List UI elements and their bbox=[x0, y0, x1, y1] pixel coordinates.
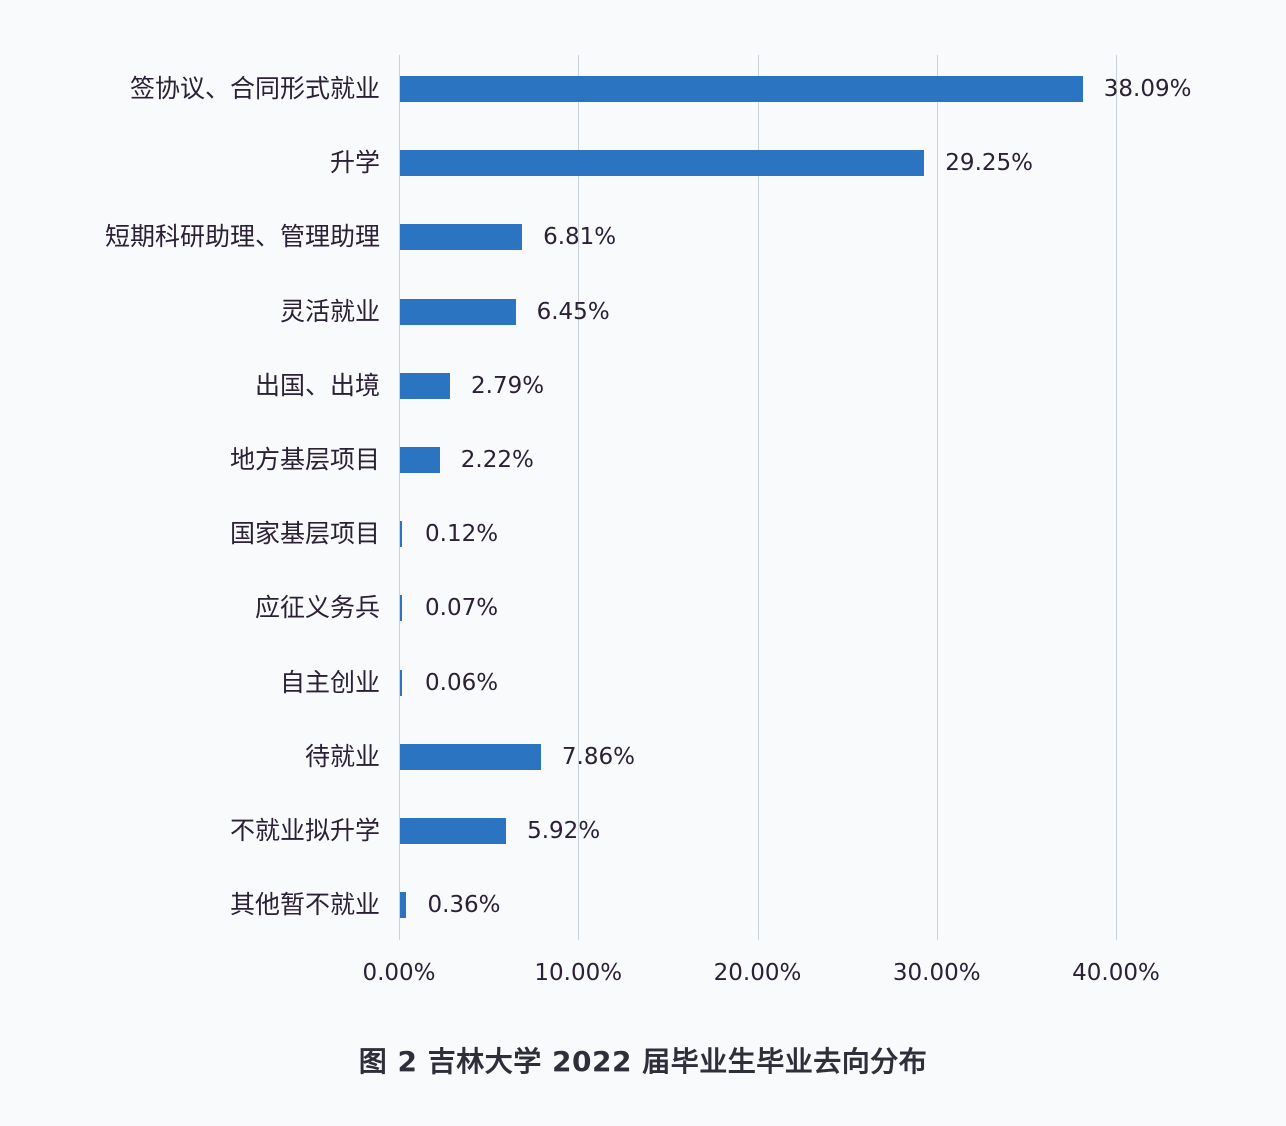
gridline bbox=[578, 55, 580, 940]
bar bbox=[400, 818, 507, 844]
value-label: 2.22% bbox=[460, 447, 534, 473]
category-label: 自主创业 bbox=[279, 667, 380, 697]
bar bbox=[400, 595, 402, 622]
gridline bbox=[399, 55, 400, 940]
value-label: 0.12% bbox=[425, 521, 499, 548]
x-tick-label: 40.00% bbox=[1072, 960, 1160, 986]
value-label: 5.92% bbox=[527, 818, 601, 844]
chart-title: 图 2 吉林大学 2022 届毕业生毕业去向分布 bbox=[358, 1045, 928, 1078]
bar bbox=[400, 669, 402, 696]
bar bbox=[400, 150, 925, 177]
value-label: 0.07% bbox=[425, 595, 499, 622]
value-label: 6.45% bbox=[536, 298, 610, 325]
value-label: 0.06% bbox=[425, 669, 499, 696]
category-label: 地方基层项目 bbox=[229, 445, 380, 474]
category-label: 待就业 bbox=[304, 741, 380, 771]
value-label: 38.09% bbox=[1103, 76, 1192, 102]
value-label: 29.25% bbox=[945, 150, 1033, 177]
bar bbox=[400, 447, 440, 473]
category-label: 短期科研助理、管理助理 bbox=[104, 222, 380, 252]
bar bbox=[400, 521, 403, 548]
category-label: 出国、出境 bbox=[254, 370, 380, 400]
category-label: 灵活就业 bbox=[279, 296, 380, 326]
value-label: 0.36% bbox=[427, 892, 501, 919]
value-label: 2.79% bbox=[471, 372, 545, 399]
category-label: 不就业拟升学 bbox=[229, 816, 380, 845]
x-tick-label: 10.00% bbox=[534, 960, 623, 986]
category-label: 其他暂不就业 bbox=[229, 890, 380, 920]
gridline bbox=[936, 55, 938, 940]
category-label: 升学 bbox=[329, 148, 380, 178]
value-label: 7.86% bbox=[561, 743, 635, 770]
category-label: 签协议、合同形式就业 bbox=[129, 74, 380, 103]
category-label: 国家基层项目 bbox=[229, 519, 380, 549]
bar bbox=[400, 76, 1083, 102]
x-tick-label: 20.00% bbox=[713, 960, 802, 986]
x-tick-label: 0.00% bbox=[362, 960, 436, 986]
bar bbox=[400, 298, 516, 325]
bar bbox=[400, 224, 523, 251]
value-label: 6.81% bbox=[543, 224, 617, 251]
bar bbox=[400, 743, 541, 770]
bar bbox=[400, 892, 407, 919]
bar bbox=[400, 372, 450, 399]
gridline bbox=[757, 55, 759, 940]
category-label: 应征义务兵 bbox=[254, 593, 380, 623]
x-tick-label: 30.00% bbox=[892, 960, 981, 986]
gridline bbox=[1116, 55, 1117, 940]
